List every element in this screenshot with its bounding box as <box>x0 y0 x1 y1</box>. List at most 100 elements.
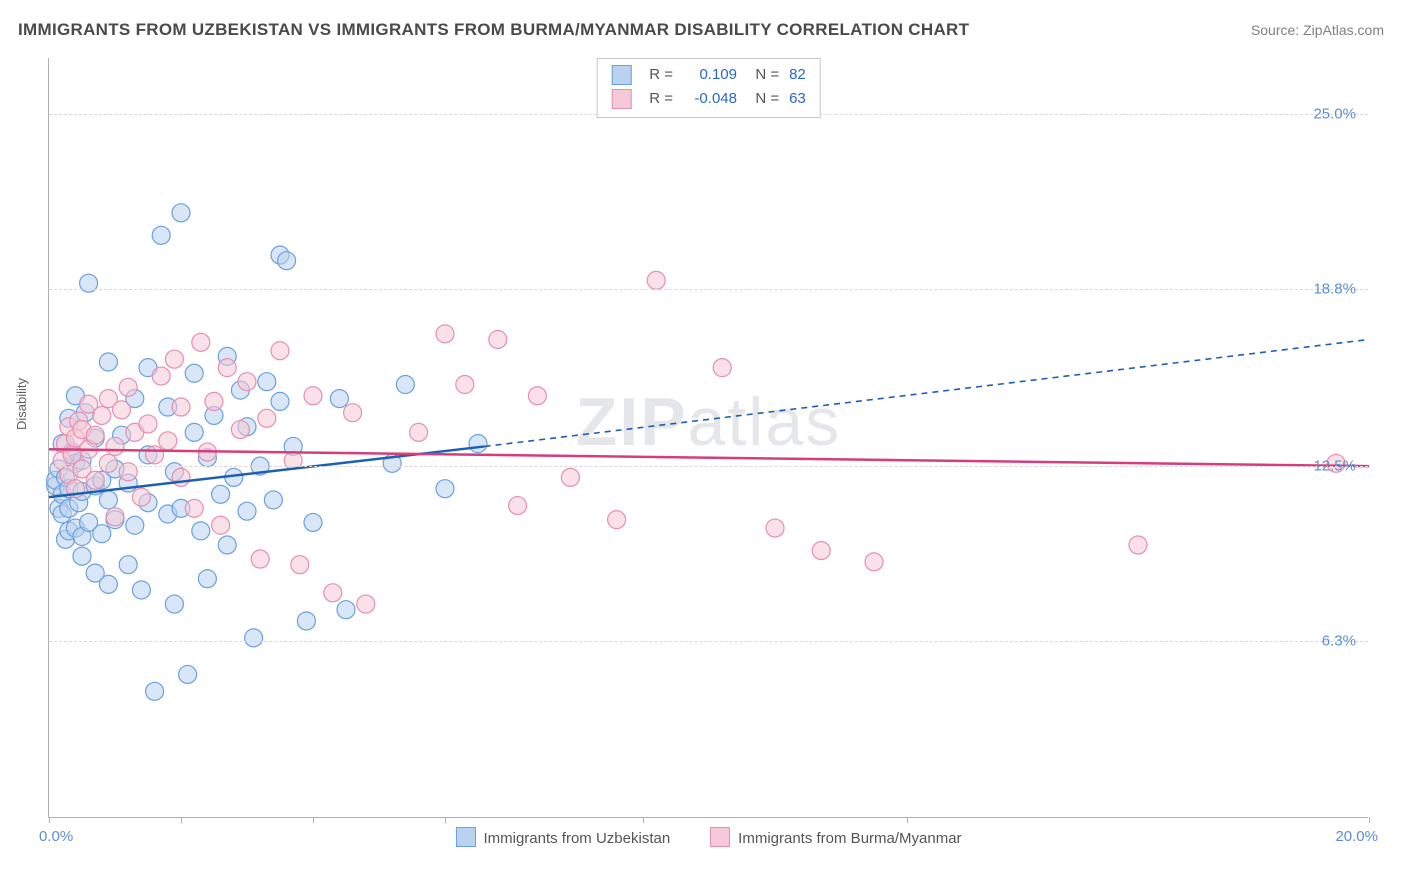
scatter-point-burma <box>238 373 256 391</box>
scatter-point-uzbekistan <box>152 226 170 244</box>
scatter-point-uzbekistan <box>165 595 183 613</box>
x-tick <box>1369 817 1370 823</box>
scatter-point-burma <box>304 387 322 405</box>
legend-label-uzbekistan: Immigrants from Uzbekistan <box>483 830 670 847</box>
swatch-burma-bottom <box>710 827 730 847</box>
scatter-point-burma <box>119 378 137 396</box>
stats-legend: R = 0.109 N = 82 R = -0.048 N = 63 <box>596 58 821 118</box>
scatter-point-burma <box>205 392 223 410</box>
scatter-point-burma <box>528 387 546 405</box>
scatter-point-uzbekistan <box>245 629 263 647</box>
y-tick-label: 12.5% <box>1313 458 1356 475</box>
scatter-point-uzbekistan <box>99 353 117 371</box>
scatter-point-burma <box>647 271 665 289</box>
scatter-point-burma <box>489 330 507 348</box>
series-legend: Immigrants from Uzbekistan Immigrants fr… <box>455 827 961 847</box>
scatter-point-uzbekistan <box>185 364 203 382</box>
plot-area: ZIPatlas 6.3%12.5%18.8%25.0% 0.0% 20.0% … <box>48 58 1368 818</box>
y-tick-label: 25.0% <box>1313 106 1356 123</box>
y-axis-label: Disability <box>14 378 29 430</box>
regression-extrapolation-uzbekistan <box>485 339 1369 446</box>
scatter-point-uzbekistan <box>212 485 230 503</box>
scatter-point-uzbekistan <box>146 682 164 700</box>
scatter-point-burma <box>766 519 784 537</box>
scatter-point-burma <box>324 584 342 602</box>
scatter-point-burma <box>93 406 111 424</box>
x-axis-min-label: 0.0% <box>39 828 73 845</box>
scatter-point-burma <box>139 415 157 433</box>
x-axis-max-label: 20.0% <box>1335 828 1378 845</box>
scatter-point-uzbekistan <box>330 390 348 408</box>
x-tick <box>181 817 182 823</box>
y-tick-label: 18.8% <box>1313 280 1356 297</box>
scatter-point-burma <box>812 542 830 560</box>
scatter-point-uzbekistan <box>337 601 355 619</box>
scatter-point-uzbekistan <box>218 536 236 554</box>
scatter-point-uzbekistan <box>192 522 210 540</box>
scatter-point-burma <box>608 511 626 529</box>
r-value-uzbekistan: 0.109 <box>683 63 737 87</box>
x-tick <box>907 817 908 823</box>
scatter-point-burma <box>192 333 210 351</box>
x-tick <box>313 817 314 823</box>
regression-line-burma <box>49 449 1369 466</box>
legend-item-burma: Immigrants from Burma/Myanmar <box>710 827 961 847</box>
scatter-point-burma <box>251 550 269 568</box>
scatter-point-uzbekistan <box>304 513 322 531</box>
scatter-point-burma <box>165 350 183 368</box>
scatter-point-burma <box>258 409 276 427</box>
legend-item-uzbekistan: Immigrants from Uzbekistan <box>455 827 670 847</box>
scatter-point-uzbekistan <box>93 525 111 543</box>
scatter-point-burma <box>212 516 230 534</box>
scatter-point-uzbekistan <box>185 423 203 441</box>
scatter-point-burma <box>291 556 309 574</box>
scatter-point-uzbekistan <box>99 575 117 593</box>
swatch-burma <box>611 89 631 109</box>
legend-label-burma: Immigrants from Burma/Myanmar <box>738 830 961 847</box>
scatter-point-burma <box>185 499 203 517</box>
scatter-point-burma <box>713 359 731 377</box>
x-tick <box>445 817 446 823</box>
scatter-point-uzbekistan <box>73 547 91 565</box>
scatter-point-uzbekistan <box>258 373 276 391</box>
scatter-point-uzbekistan <box>396 376 414 394</box>
swatch-uzbekistan-bottom <box>455 827 475 847</box>
scatter-point-burma <box>357 595 375 613</box>
scatter-point-burma <box>1129 536 1147 554</box>
scatter-point-uzbekistan <box>436 480 454 498</box>
r-value-burma: -0.048 <box>683 87 737 111</box>
stats-row-uzbekistan: R = 0.109 N = 82 <box>611 63 806 87</box>
scatter-point-uzbekistan <box>198 570 216 588</box>
scatter-point-burma <box>146 446 164 464</box>
y-tick-label: 6.3% <box>1322 632 1356 649</box>
n-value-uzbekistan: 82 <box>789 63 806 87</box>
scatter-point-uzbekistan <box>132 581 150 599</box>
n-value-burma: 63 <box>789 87 806 111</box>
scatter-point-burma <box>152 367 170 385</box>
scatter-point-burma <box>436 325 454 343</box>
scatter-point-burma <box>271 342 289 360</box>
scatter-point-uzbekistan <box>99 491 117 509</box>
x-tick <box>643 817 644 823</box>
scatter-point-uzbekistan <box>126 516 144 534</box>
scatter-point-burma <box>86 426 104 444</box>
scatter-point-burma <box>159 432 177 450</box>
scatter-point-burma <box>509 497 527 515</box>
scatter-point-burma <box>86 471 104 489</box>
stats-row-burma: R = -0.048 N = 63 <box>611 87 806 111</box>
x-tick <box>49 817 50 823</box>
scatter-point-burma <box>410 423 428 441</box>
scatter-point-uzbekistan <box>119 556 137 574</box>
chart-title: IMMIGRANTS FROM UZBEKISTAN VS IMMIGRANTS… <box>18 20 969 40</box>
scatter-point-uzbekistan <box>264 491 282 509</box>
scatter-point-burma <box>218 359 236 377</box>
scatter-point-burma <box>99 454 117 472</box>
swatch-uzbekistan <box>611 65 631 85</box>
scatter-point-uzbekistan <box>172 204 190 222</box>
scatter-point-uzbekistan <box>238 502 256 520</box>
scatter-point-uzbekistan <box>278 252 296 270</box>
scatter-point-uzbekistan <box>297 612 315 630</box>
gridline <box>49 289 1368 290</box>
scatter-point-uzbekistan <box>179 665 197 683</box>
plot-svg <box>49 58 1368 817</box>
